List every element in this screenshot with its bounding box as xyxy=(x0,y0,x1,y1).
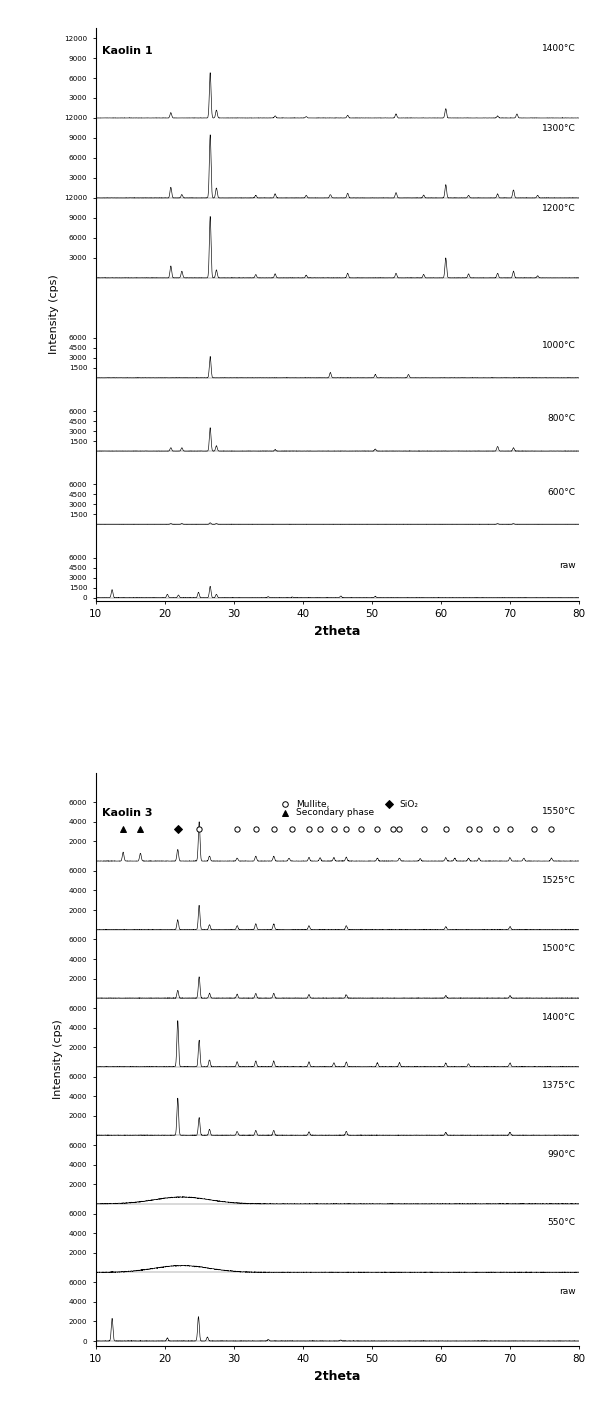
Text: raw: raw xyxy=(559,561,576,571)
Text: Secondary phase: Secondary phase xyxy=(296,809,374,817)
Y-axis label: Intensity (cps): Intensity (cps) xyxy=(48,275,59,355)
Text: 1400°C: 1400°C xyxy=(542,45,576,53)
Text: 1375°C: 1375°C xyxy=(542,1081,576,1091)
Text: 1300°C: 1300°C xyxy=(542,125,576,133)
Text: 990°C: 990°C xyxy=(547,1150,576,1159)
Text: 600°C: 600°C xyxy=(547,488,576,496)
X-axis label: 2theta: 2theta xyxy=(314,1370,361,1382)
Text: raw: raw xyxy=(559,1287,576,1295)
Text: 1500°C: 1500°C xyxy=(542,944,576,953)
Text: Kaolin 3: Kaolin 3 xyxy=(103,808,153,819)
Text: 550°C: 550°C xyxy=(547,1218,576,1227)
Text: 800°C: 800°C xyxy=(547,415,576,423)
Text: 1200°C: 1200°C xyxy=(542,205,576,213)
Text: Mullite,: Mullite, xyxy=(296,799,329,809)
Text: 1400°C: 1400°C xyxy=(542,1012,576,1022)
X-axis label: 2theta: 2theta xyxy=(314,625,361,638)
Text: 1550°C: 1550°C xyxy=(542,808,576,816)
Y-axis label: Intensity (cps): Intensity (cps) xyxy=(53,1019,63,1099)
Text: 1000°C: 1000°C xyxy=(542,341,576,350)
Text: Kaolin 1: Kaolin 1 xyxy=(103,46,153,56)
Text: 1525°C: 1525°C xyxy=(542,876,576,885)
Text: SiO₂: SiO₂ xyxy=(399,799,418,809)
